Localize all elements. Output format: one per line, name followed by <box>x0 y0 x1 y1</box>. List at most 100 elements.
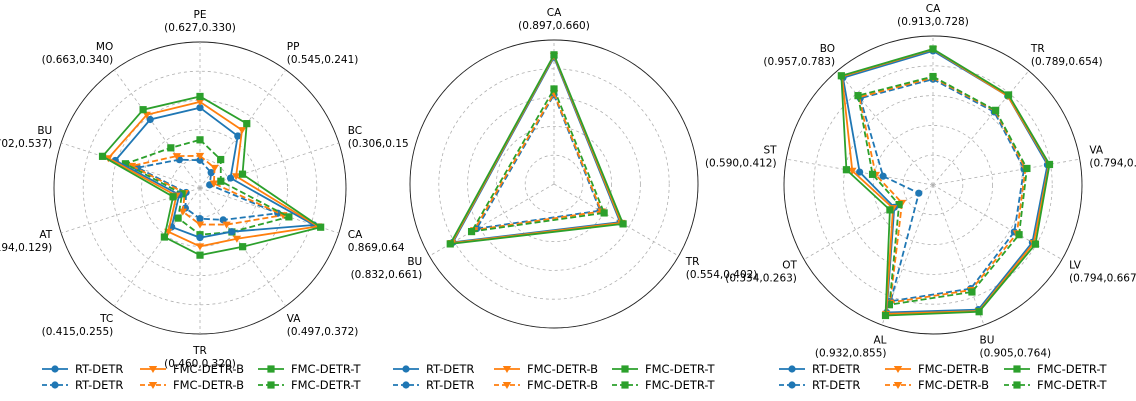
data-point-fmc-detr-t-dashed <box>196 136 204 144</box>
axis-label-al: AL (0.932,0.855) <box>815 335 887 360</box>
data-point-fmc-detr-t-solid <box>196 251 204 259</box>
data-point-fmc-detr-t-dashed <box>854 92 862 100</box>
data-point-fmc-detr-t-dashed <box>868 170 877 178</box>
data-point-fmc-detr-t-dashed <box>217 155 225 164</box>
data-point-fmc-detr-t-solid <box>98 152 107 160</box>
data-point-fmc-detr-t-dashed <box>885 301 894 309</box>
grid-ring <box>902 154 964 216</box>
data-point-fmc-detr-t-solid <box>160 233 168 241</box>
data-point-fmc-detr-b-solid <box>232 235 242 243</box>
legend-label: FMC-DETR-T <box>1037 378 1107 392</box>
data-point-fmc-detr-t-dashed <box>167 144 175 152</box>
axis-label-bo: BO (0.957,0.783) <box>763 43 835 68</box>
legend-marker <box>1013 365 1021 373</box>
data-point-fmc-detr-t-dashed <box>285 213 293 221</box>
legend-marker <box>502 366 512 373</box>
series-line-fmc-detr-t-dashed <box>469 86 606 233</box>
series-line-rt-detr-dashed <box>474 92 602 230</box>
data-point-rt-detr-dashed <box>915 189 923 197</box>
legend-3: RT-DETR FMC-DETR-B FMC-DETR-T RT-DETR FMC-DE… <box>779 362 1107 392</box>
legend-marker <box>893 382 903 389</box>
data-point-fmc-detr-t-dashed <box>1023 164 1031 173</box>
data-point-fmc-detr-t-solid <box>1004 91 1013 99</box>
legend-label: FMC-DETR-T <box>291 378 361 392</box>
axis-label-lv: LV (0.794,0.667) <box>1069 260 1136 285</box>
legend-label: FMC-DETR-B <box>527 378 598 392</box>
grid-spoke <box>881 184 934 326</box>
radar-panel-2: CA (0.897,0.660) TR (0.554,0.402) BU (0.832,0… <box>351 7 757 329</box>
legend-marker <box>51 381 59 389</box>
legend-label: FMC-DETR-T <box>1037 362 1107 376</box>
series-line-fmc-detr-b-solid <box>450 53 623 245</box>
data-point-fmc-detr-t-solid <box>1031 240 1040 248</box>
data-point-fmc-detr-t-solid <box>446 240 454 248</box>
data-point-rt-detr-solid <box>226 174 235 182</box>
axis-label-ca: CA (0.913,0.728) <box>897 3 969 28</box>
grid-ring <box>524 154 584 214</box>
grid-ring <box>112 100 288 276</box>
data-point-fmc-detr-t-solid <box>238 170 247 178</box>
axis-label-ca: CA (0.897,0.660) <box>518 7 590 32</box>
grid-spoke <box>932 184 1063 260</box>
data-point-fmc-detr-b-dashed <box>195 152 205 160</box>
grid-spoke <box>553 183 679 257</box>
data-point-fmc-detr-t-solid <box>619 220 627 228</box>
data-point-fmc-detr-b-dashed <box>222 221 231 229</box>
grid-spoke <box>932 184 985 326</box>
axis-label-va: VA(0.794,0.640) <box>1089 144 1136 169</box>
data-point-fmc-detr-t-solid <box>196 92 204 101</box>
data-point-fmc-detr-t-solid <box>317 223 325 231</box>
grid-spoke <box>803 184 934 260</box>
radar-panel-3: CA (0.913,0.728) TR (0.789,0.654) VA (0.794,0… <box>705 3 1136 360</box>
data-point-fmc-detr-b-solid <box>231 173 241 181</box>
legend-marker <box>788 381 796 389</box>
legend-label: FMC-DETR-T <box>645 378 715 392</box>
data-point-fmc-detr-t-solid <box>139 106 147 114</box>
data-point-rt-detr-dashed <box>879 172 887 180</box>
data-point-fmc-detr-b-dashed <box>172 153 182 161</box>
data-point-fmc-detr-t-solid <box>886 206 894 214</box>
data-point-fmc-detr-t-solid <box>169 193 177 201</box>
series-line-fmc-detr-t-solid <box>840 47 1051 317</box>
data-point-fmc-detr-b-dashed <box>209 180 219 188</box>
grid-spoke <box>932 158 1080 186</box>
axis-label-pe: PE (0.627,0.330) <box>164 9 236 34</box>
outer-frame <box>783 35 1083 335</box>
outer-frame <box>409 39 699 329</box>
data-point-rt-detr-solid <box>856 168 864 176</box>
data-point-fmc-detr-b-solid <box>237 127 247 135</box>
data-point-fmc-detr-t-dashed <box>929 72 937 81</box>
data-point-rt-detr-solid <box>196 234 204 242</box>
data-point-fmc-detr-t-dashed <box>1015 231 1023 239</box>
legend-label: RT-DETR <box>426 378 474 392</box>
legend-label: RT-DETR <box>75 362 123 376</box>
axis-label-ot: OT (0.334,0.263) <box>725 260 797 285</box>
axis-label-bu: BU(0.702,0.537) <box>0 125 52 150</box>
axis-label-va: VA (0.497,0.372) <box>287 313 359 338</box>
axis-label-bu: BU (0.832,0.661) <box>351 256 423 281</box>
data-point-fmc-detr-t-solid <box>837 72 845 80</box>
grid-ring <box>495 126 612 242</box>
data-point-fmc-detr-t-dashed <box>992 106 1000 114</box>
data-point-fmc-detr-b-solid <box>142 111 151 119</box>
data-point-rt-detr-solid <box>146 115 154 124</box>
data-point-fmc-detr-t-solid <box>975 308 983 316</box>
series-line-fmc-detr-b-dashed <box>858 76 1027 304</box>
legend-marker <box>402 365 410 373</box>
data-point-fmc-detr-t-solid <box>1045 160 1054 169</box>
data-point-fmc-detr-t-solid <box>881 311 890 320</box>
legend-marker <box>621 365 629 373</box>
radar-panel-1: PE (0.627,0.330) PP (0.545,0.241) BC (0.306,0… <box>0 9 409 370</box>
grid-ring <box>467 97 641 271</box>
data-point-fmc-detr-t-dashed <box>174 214 182 222</box>
legend-label: RT-DETR <box>812 362 860 376</box>
axis-label-pp: PP (0.545,0.241) <box>287 41 359 66</box>
data-point-fmc-detr-b-dashed <box>195 221 205 229</box>
series-line-fmc-detr-t-solid <box>448 52 625 245</box>
data-point-fmc-detr-b-solid <box>848 167 857 175</box>
data-point-fmc-detr-t-solid <box>243 120 251 128</box>
legend-label: RT-DETR <box>75 378 123 392</box>
legend-marker <box>788 365 796 373</box>
legend-marker <box>148 382 158 389</box>
data-point-fmc-detr-t-dashed <box>467 227 476 236</box>
